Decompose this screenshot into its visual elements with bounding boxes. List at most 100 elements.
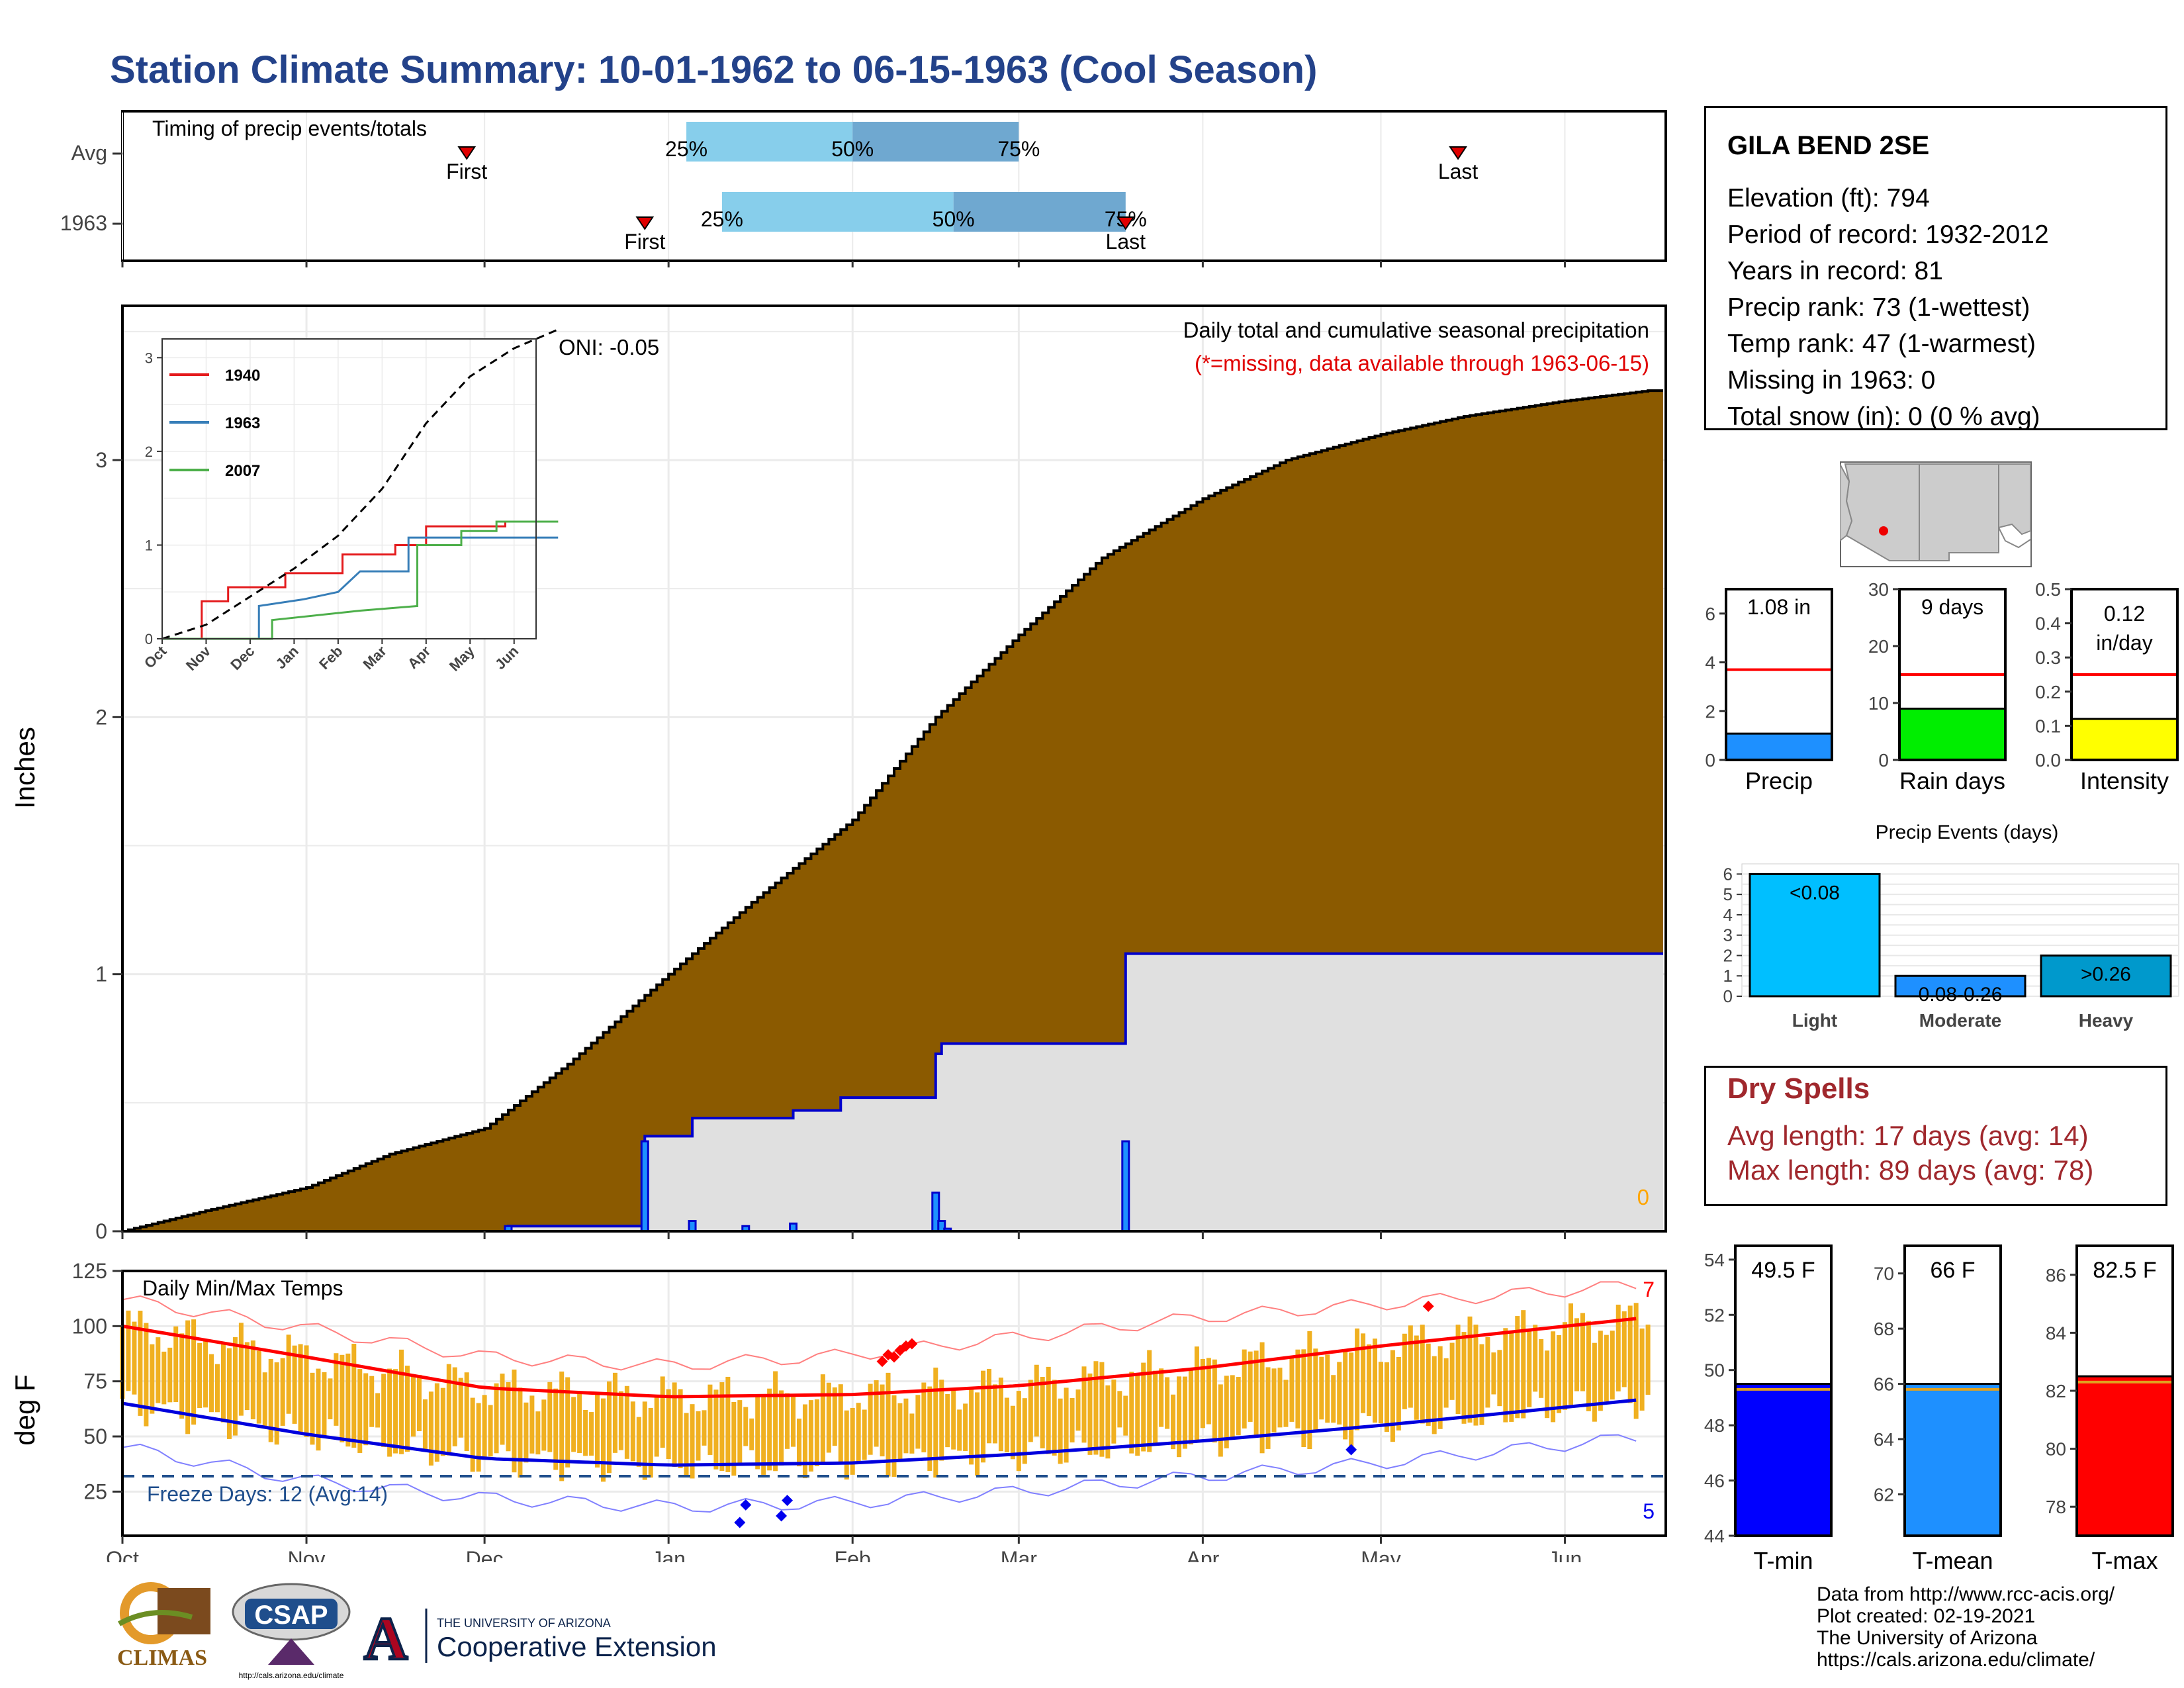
daily-temp-bar <box>1367 1344 1372 1417</box>
dry-spells-avg: Avg length: 17 days (avg: 14) <box>1727 1120 2089 1151</box>
daily-temp-bar <box>1307 1331 1312 1449</box>
timing-first-label: First <box>446 160 487 183</box>
temp-bar-tick-label: 48 <box>1704 1415 1725 1436</box>
station-location-marker <box>1879 526 1888 536</box>
events-tick-label: 0 <box>1723 986 1733 1006</box>
temp-x-tick-label: Nov <box>288 1547 326 1562</box>
daily-temp-bar <box>1058 1398 1063 1464</box>
daily-temp-bar <box>1633 1303 1639 1419</box>
mini-bar-tick-label: 30 <box>1868 579 1889 600</box>
station-precip-rank: Precip rank: 73 (1-wettest) <box>1727 293 2030 322</box>
daily-temp-bar <box>470 1397 475 1472</box>
daily-temp-bar <box>1402 1333 1407 1409</box>
station-elevation: Elevation (ft): 794 <box>1727 184 1930 212</box>
csap-logo: CSAP http://cals.arizona.edu/climate <box>232 1583 351 1680</box>
precip-annotation-missing: (*=missing, data available through 1963-… <box>1195 351 1649 375</box>
precip-annotation-title: Daily total and cumulative seasonal prec… <box>1183 318 1649 342</box>
daily-temp-bar <box>1206 1358 1211 1425</box>
daily-temp-bar <box>1557 1335 1562 1413</box>
daily-temp-bar <box>1615 1304 1621 1391</box>
temp-x-tick-label: Apr <box>1187 1547 1220 1562</box>
daily-temp-bar <box>1004 1397 1009 1452</box>
temp-bar-frame <box>1903 1244 2002 1537</box>
daily-temp-bar <box>262 1372 267 1429</box>
daily-temp-bar <box>945 1393 950 1448</box>
daily-temp-bar <box>1390 1350 1395 1442</box>
daily-temp-bar <box>773 1371 778 1472</box>
daily-temp-bar <box>969 1387 974 1465</box>
csap-logo-badge <box>245 1599 338 1629</box>
daily-temp-bar <box>476 1403 481 1472</box>
events-tick-label: 1 <box>1723 966 1733 986</box>
daily-temp-bar <box>1295 1349 1300 1429</box>
mini-bar-value <box>1898 708 2007 761</box>
daily-temp-bar <box>197 1342 203 1408</box>
daily-temp-bar <box>719 1382 725 1471</box>
timing-label: Timing of precip events/totals <box>152 117 427 140</box>
daily-temp-bar <box>1509 1333 1514 1422</box>
daily-temp-bar <box>482 1395 487 1460</box>
daily-temp-bar <box>310 1372 315 1445</box>
record-max-line <box>122 1281 1637 1371</box>
daily-temp-bar <box>1099 1362 1105 1457</box>
daily-temp-bar <box>612 1372 617 1453</box>
daily-temp-bar <box>387 1368 392 1457</box>
daily-temp-bar <box>796 1419 801 1467</box>
daily-temp-bar <box>1479 1344 1484 1425</box>
oni-label: ONI: -0.05 <box>559 335 659 359</box>
daily-temp-bar <box>981 1370 986 1463</box>
daily-temp-bar <box>832 1387 837 1446</box>
daily-temp-bar <box>1580 1313 1585 1391</box>
seasonal-cumulative-area <box>122 953 1663 1231</box>
daily-temp-bar <box>150 1344 155 1414</box>
daily-temp-bar <box>595 1392 600 1468</box>
daily-temp-bar <box>886 1372 891 1477</box>
daily-temp-bar <box>1533 1325 1538 1392</box>
mini-bar-tick-label: 2 <box>1705 701 1715 722</box>
dry-spells-title: Dry Spells <box>1727 1072 1870 1105</box>
missing-count: 0 <box>1637 1185 1649 1209</box>
daily-temp-bar <box>998 1378 1003 1452</box>
ua-logo-big-text: Cooperative Extension <box>437 1631 717 1662</box>
daily-temp-bar <box>369 1376 375 1427</box>
daily-temp-bar <box>1497 1350 1502 1407</box>
daily-temp-bar <box>292 1345 297 1424</box>
events-bar <box>2040 954 2172 998</box>
daily-temp-bar <box>897 1403 903 1461</box>
daily-temp-bar <box>1331 1375 1336 1423</box>
daily-temp-bar <box>1194 1346 1199 1441</box>
daily-temp-bar <box>1551 1331 1556 1423</box>
daily-temp-bar <box>1355 1328 1360 1430</box>
temp-bar-tick-label: 66 <box>1874 1374 1894 1395</box>
daily-temp-bar <box>440 1387 445 1456</box>
daily-temp-bar <box>880 1384 885 1457</box>
daily-temp-bar <box>1016 1391 1021 1472</box>
ua-logo-letter: A <box>364 1605 408 1672</box>
temp-x-tick-label: Jun <box>1548 1547 1582 1562</box>
daily-temp-bar <box>226 1348 232 1439</box>
daily-temp-bar <box>1253 1350 1259 1435</box>
summary-mini-bars: 0 2 4 6 1.08 in Precip 0 10 20 30 9 days Rain days 0… <box>1705 579 2179 794</box>
inset-y-tick-label: 1 <box>145 537 153 553</box>
timing-p25-label: 25% <box>701 207 743 231</box>
daily-temp-bar <box>1159 1368 1164 1427</box>
daily-temp-bar <box>1627 1305 1633 1403</box>
temp-bar-tick-label: 80 <box>2046 1439 2066 1460</box>
daily-temp-bar <box>1343 1350 1348 1440</box>
timing-last-marker <box>1116 216 1135 230</box>
daily-temp-bar <box>381 1374 387 1448</box>
temp-bar-value <box>1734 1383 1833 1537</box>
daily-temp-bar <box>298 1344 303 1435</box>
daily-temp-bar <box>844 1410 849 1480</box>
daily-temp-bar <box>921 1382 927 1452</box>
precip-y-tick-label: 3 <box>95 448 107 472</box>
daily-temp-bar <box>678 1389 683 1469</box>
mini-bar-frame <box>1725 588 1833 761</box>
daily-temp-bar <box>209 1354 214 1413</box>
daily-temp-bar <box>975 1392 980 1476</box>
daily-temp-bar <box>328 1378 333 1420</box>
daily-temp-bar <box>1485 1336 1490 1408</box>
daily-temp-bar <box>351 1343 357 1448</box>
daily-temp-bar <box>559 1371 565 1481</box>
daily-temp-bar <box>434 1383 439 1462</box>
